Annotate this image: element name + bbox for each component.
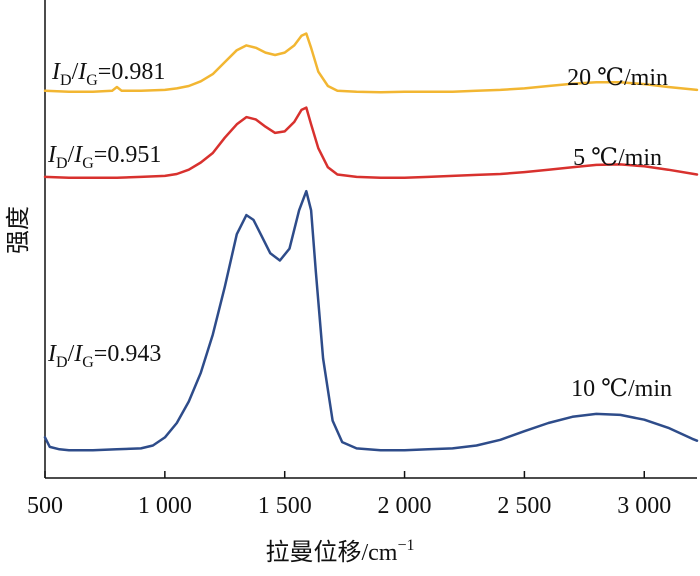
series-group xyxy=(43,32,699,452)
x-tick-label: 3 000 xyxy=(617,493,671,519)
x-tick-label: 1 500 xyxy=(258,493,312,519)
x-axis-title: 拉曼位移/cm−1 xyxy=(265,537,414,566)
x-tick-label: 2 500 xyxy=(497,493,551,519)
series-line-1 xyxy=(43,106,699,180)
x-tick-label: 2 000 xyxy=(378,493,432,519)
labels-group: 20 ℃/min ID/IG=0.981 5 ℃/min ID/IG=0.951 10 … xyxy=(47,59,672,402)
x-tick-label: 500 xyxy=(27,493,63,519)
series-name-label: 5 ℃/min xyxy=(573,145,662,171)
id-ig-ratio-label: ID/IG=0.981 xyxy=(51,59,165,89)
y-axis-title: 强度 xyxy=(5,206,32,254)
id-ig-ratio-label: ID/IG=0.943 xyxy=(47,341,161,371)
series-name-label: 20 ℃/min xyxy=(567,65,668,91)
x-tick-label: 1 000 xyxy=(138,493,192,519)
series-line-0 xyxy=(43,32,699,94)
x-ticks: 500 1 000 1 500 2 000 2 500 3 000 xyxy=(27,471,671,519)
axes xyxy=(44,0,697,479)
series-name-label: 10 ℃/min xyxy=(571,376,672,402)
series-line-2 xyxy=(43,189,699,452)
id-ig-ratio-label: ID/IG=0.951 xyxy=(47,142,161,172)
